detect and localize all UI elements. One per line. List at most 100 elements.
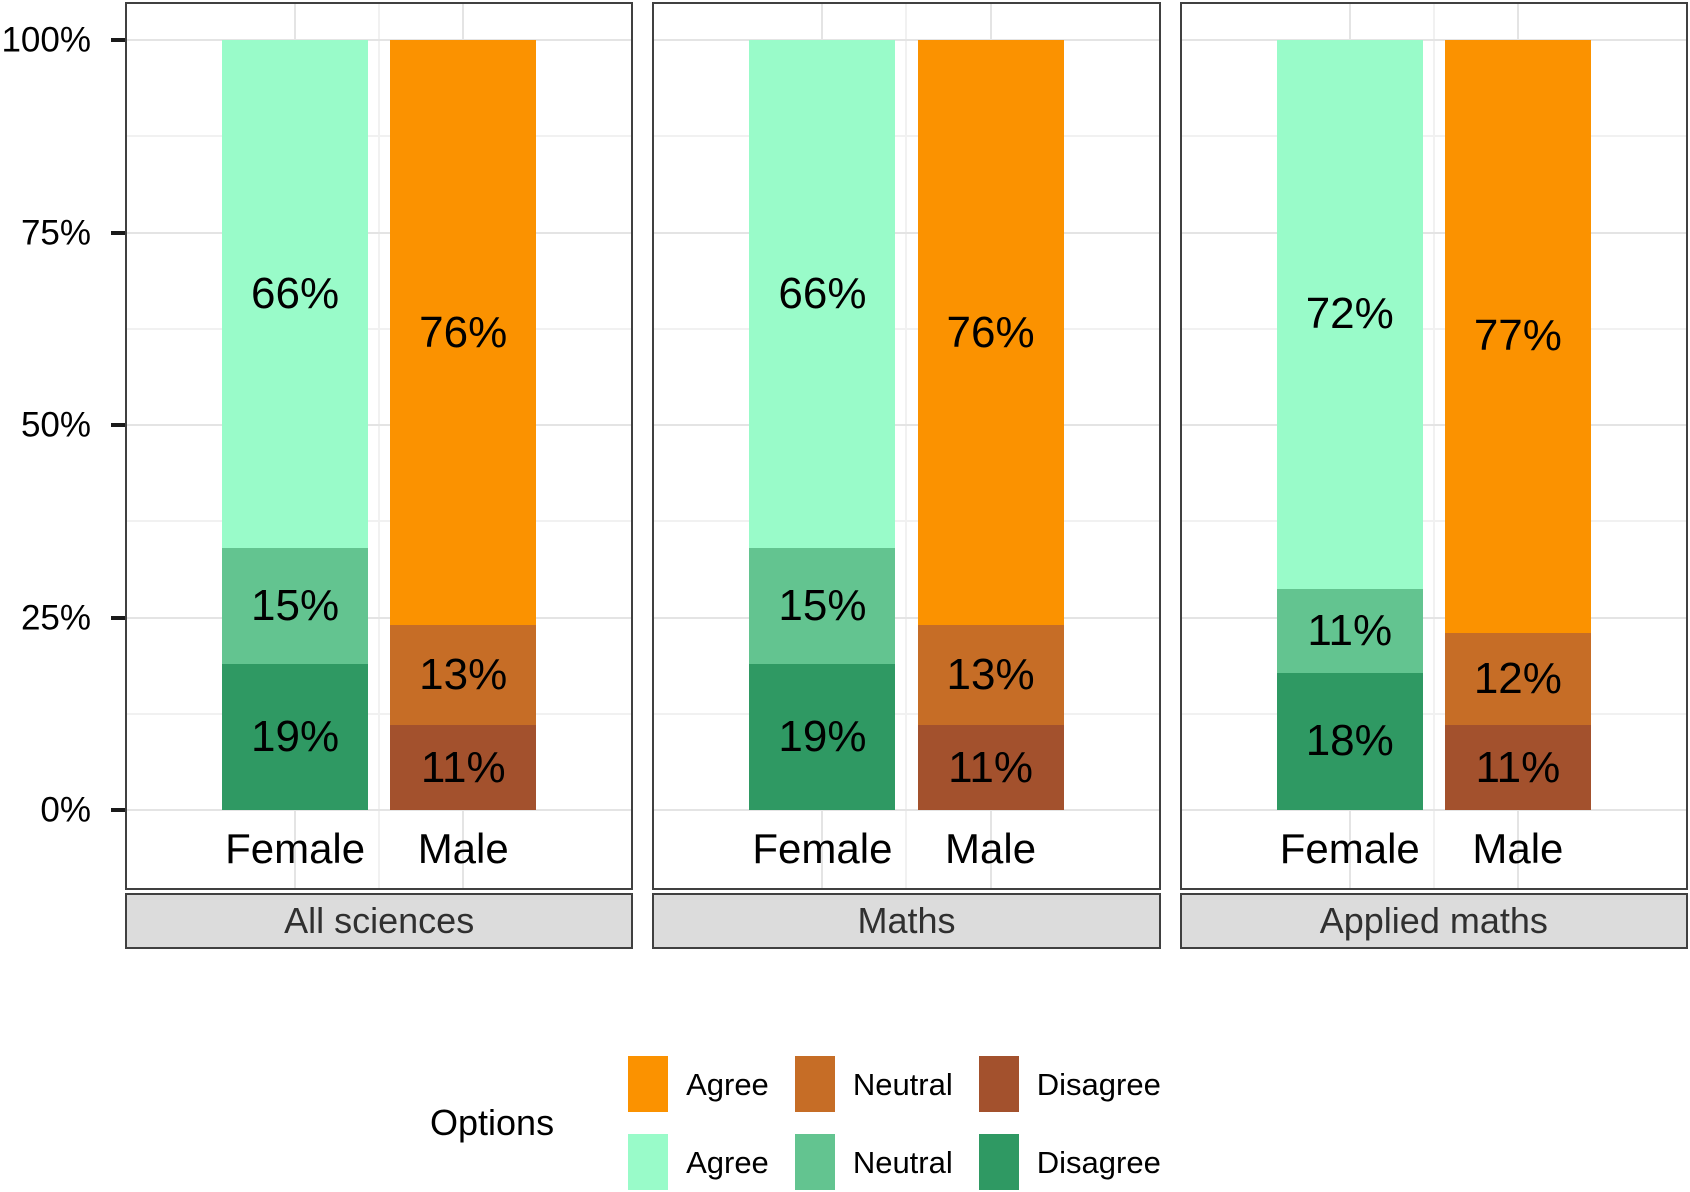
legend-title: Options bbox=[430, 1102, 555, 1143]
gridline-minor bbox=[1181, 327, 1686, 330]
bar-segment-disagree: 19% bbox=[749, 663, 896, 810]
legend-swatch-male-neutral bbox=[794, 1056, 835, 1112]
bar-segment-neutral: 15% bbox=[222, 548, 369, 664]
facet-strip-label: All sciences bbox=[284, 900, 475, 941]
gridline-minor bbox=[654, 327, 1159, 330]
bar-maths-male: 76% 13% 11% bbox=[917, 40, 1064, 810]
x-axis-label-female: Female bbox=[752, 825, 893, 872]
legend-item-male-disagree: Disagree bbox=[978, 1056, 1161, 1112]
bar-segment-disagree: 11% bbox=[1444, 725, 1591, 810]
y-axis-tick-label: 25% bbox=[20, 598, 91, 637]
y-axis-tick-mark bbox=[111, 38, 125, 42]
gridline-major bbox=[127, 424, 632, 426]
bar-segment-value-label: 11% bbox=[1307, 605, 1393, 655]
facet-maths: 66% 15% 19% Female 76% 13% 11% Male Maths bbox=[652, 2, 1161, 949]
x-axis-label-male: Male bbox=[945, 825, 1037, 872]
facet-strip-applied-maths: Applied maths bbox=[1179, 893, 1688, 949]
x-axis-label-male: Male bbox=[1472, 825, 1564, 872]
bar-segment-agree: 76% bbox=[390, 40, 537, 626]
bar-applied-maths-female: 72% 11% 18% bbox=[1276, 40, 1423, 810]
facet-panel-maths: 66% 15% 19% Female 76% 13% 11% Male bbox=[652, 2, 1161, 890]
facet-all-sciences: 66% 15% 19% Female 76% 13% 11% Male All sciences bbox=[125, 2, 634, 949]
bar-segment-value-label: 77% bbox=[1473, 311, 1562, 361]
x-axis-label-male: Male bbox=[417, 825, 509, 872]
gridline-minor bbox=[127, 135, 632, 138]
bar-all-sciences-female: 66% 15% 19% bbox=[222, 40, 369, 810]
x-axis-label-female: Female bbox=[225, 825, 366, 872]
gridline-major bbox=[1181, 231, 1686, 234]
gridline-major bbox=[127, 616, 632, 619]
bar-segment-disagree: 11% bbox=[390, 725, 537, 810]
facet-strip-label: Applied maths bbox=[1319, 900, 1548, 941]
bar-segment-value-label: 76% bbox=[946, 307, 1035, 357]
gridline-vertical-minor bbox=[378, 4, 381, 888]
x-axis-label-female: Female bbox=[1279, 825, 1420, 872]
y-axis-tick-mark bbox=[111, 230, 125, 235]
bar-segment-disagree: 19% bbox=[222, 663, 369, 810]
bar-segment-value-label: 19% bbox=[251, 711, 340, 761]
legend-swatch-female-agree bbox=[628, 1134, 669, 1190]
facet-panel-all-sciences: 66% 15% 19% Female 76% 13% 11% Male bbox=[125, 2, 634, 890]
gridline-major bbox=[654, 231, 1159, 234]
legend-swatch-female-neutral bbox=[794, 1134, 835, 1190]
gridline-major bbox=[1181, 39, 1686, 41]
bar-segment-value-label: 11% bbox=[1475, 742, 1561, 792]
gridline-minor bbox=[127, 520, 632, 523]
gridline-minor bbox=[654, 712, 1159, 715]
bar-segment-neutral: 13% bbox=[390, 625, 537, 726]
bar-segment-value-label: 19% bbox=[778, 711, 867, 761]
bar-segment-disagree: 18% bbox=[1276, 672, 1423, 810]
facet-strip-label: Maths bbox=[857, 900, 956, 941]
y-axis-tick-mark bbox=[111, 808, 125, 812]
gridline-major bbox=[654, 424, 1159, 426]
bar-segment-value-label: 72% bbox=[1305, 289, 1394, 339]
bar-segment-agree: 66% bbox=[222, 40, 369, 549]
y-axis-tick-label: 75% bbox=[20, 213, 91, 252]
legend-item-female-neutral: Neutral bbox=[794, 1134, 953, 1190]
bar-segment-value-label: 11% bbox=[948, 742, 1033, 792]
facet-strip-all-sciences: All sciences bbox=[125, 893, 634, 949]
gridline-minor bbox=[654, 135, 1159, 138]
bar-all-sciences-male: 76% 13% 11% bbox=[390, 40, 537, 810]
bar-segment-neutral: 15% bbox=[749, 548, 896, 664]
gridline-major bbox=[654, 809, 1159, 811]
facet-panel-applied-maths: 72% 11% 18% Female 77% 12% 11% Male bbox=[1179, 2, 1688, 890]
bar-maths-female: 66% 15% 19% bbox=[749, 40, 896, 810]
legend-item-label: Disagree bbox=[1036, 1066, 1161, 1102]
y-axis-tick-mark bbox=[111, 423, 125, 427]
gridline-minor bbox=[1181, 520, 1686, 523]
legend-item-label: Agree bbox=[686, 1066, 769, 1102]
bar-segment-neutral: 11% bbox=[1276, 588, 1423, 673]
bar-segment-value-label: 15% bbox=[251, 580, 340, 630]
gridline-major bbox=[1181, 424, 1686, 426]
bar-segment-neutral: 13% bbox=[917, 625, 1064, 726]
bar-applied-maths-male: 77% 12% 11% bbox=[1444, 40, 1591, 810]
legend-item-male-neutral: Neutral bbox=[794, 1056, 953, 1112]
y-axis: 100% 75% 50% 25% 0% bbox=[0, 0, 125, 950]
bar-segment-value-label: 13% bbox=[419, 650, 508, 700]
legend-item-label: Neutral bbox=[852, 1144, 953, 1180]
legend-item-female-agree: Agree bbox=[628, 1134, 769, 1190]
bar-segment-disagree: 11% bbox=[917, 725, 1064, 810]
gridline-major bbox=[654, 616, 1159, 619]
y-axis-tick-mark bbox=[111, 615, 125, 620]
gridline-major bbox=[127, 809, 632, 811]
y-axis-tick-label: 50% bbox=[20, 405, 91, 445]
gridline-minor bbox=[654, 520, 1159, 523]
bar-segment-value-label: 15% bbox=[778, 580, 867, 630]
gridline-major bbox=[654, 39, 1159, 41]
legend-swatch-male-disagree bbox=[978, 1056, 1019, 1112]
gridline-minor bbox=[1181, 712, 1686, 715]
bar-segment-agree: 77% bbox=[1444, 40, 1591, 633]
gridline-vertical-minor bbox=[905, 4, 908, 888]
facet-applied-maths: 72% 11% 18% Female 77% 12% 11% Male Applied math… bbox=[1179, 2, 1688, 949]
y-axis-tick-label: 0% bbox=[40, 790, 91, 830]
y-axis-tick-label: 100% bbox=[1, 20, 91, 60]
legend-swatch-female-disagree bbox=[978, 1134, 1019, 1190]
facet-strip-maths: Maths bbox=[652, 893, 1161, 949]
legend-item-label: Disagree bbox=[1036, 1144, 1161, 1180]
gridline-major bbox=[127, 231, 632, 234]
facet-panels: 66% 15% 19% Female 76% 13% 11% Male All sciences… bbox=[125, 2, 1688, 949]
legend-item-female-disagree: Disagree bbox=[978, 1134, 1161, 1190]
